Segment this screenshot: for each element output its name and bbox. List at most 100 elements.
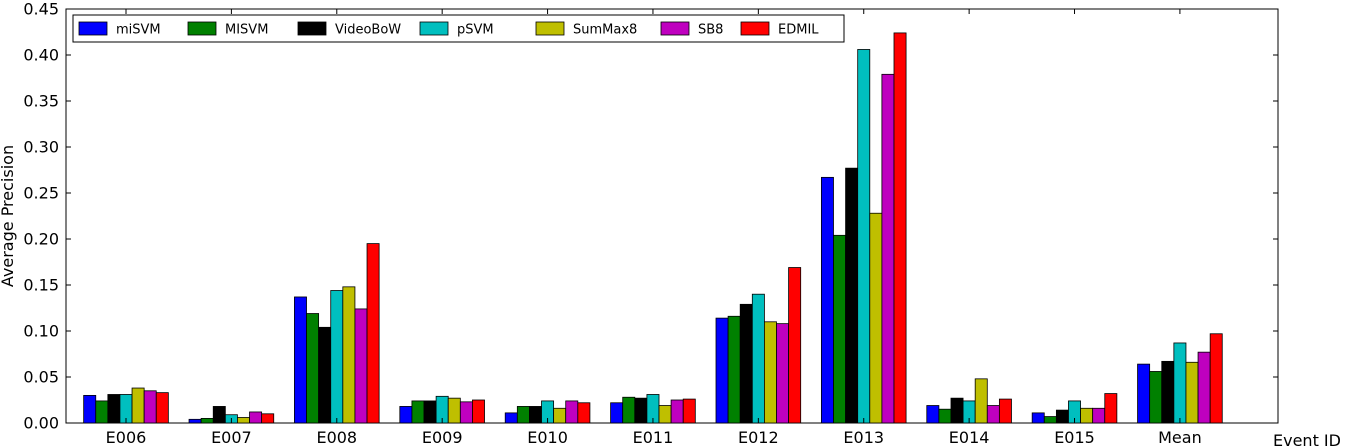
x-tick-label: E008 — [316, 428, 357, 447]
y-tick-label: 0.10 — [23, 322, 59, 341]
bar-SB8-E009 — [459, 401, 473, 424]
bar-pSVM-E013 — [857, 49, 871, 424]
bar-miSVM-E015 — [1031, 412, 1045, 424]
legend-box — [72, 14, 845, 43]
bar-VideoBoW-E008 — [318, 326, 332, 424]
bar-pSVM-Mean — [1173, 342, 1187, 424]
bar-SB8-E011 — [670, 399, 684, 424]
bar-VideoBoW-E013 — [845, 167, 859, 424]
bar-SumMax8-E013 — [869, 212, 883, 424]
bar-EDMIL-E008 — [366, 243, 380, 424]
x-tick-label: E014 — [949, 428, 990, 447]
bar-VideoBoW-E014 — [950, 397, 964, 424]
x-tick-label: E015 — [1054, 428, 1095, 447]
bar-MISVM-E006 — [95, 400, 109, 424]
bar-VideoBoW-E006 — [107, 394, 121, 424]
legend-swatch-SumMax8 — [535, 21, 565, 36]
bar-EDMIL-E012 — [788, 267, 802, 424]
bar-EDMIL-E007 — [261, 413, 275, 424]
bar-EDMIL-E011 — [682, 398, 696, 424]
bar-SB8-E014 — [986, 405, 1000, 424]
bar-EDMIL-Mean — [1209, 333, 1223, 424]
legend-swatch-MISVM — [187, 21, 217, 36]
bar-miSVM-E006 — [83, 394, 97, 424]
legend-swatch-miSVM — [78, 21, 108, 36]
bar-miSVM-E011 — [610, 402, 624, 424]
bar-MISVM-E008 — [306, 313, 320, 424]
bar-EDMIL-E009 — [472, 399, 485, 424]
bar-SB8-E013 — [881, 73, 895, 424]
bar-EDMIL-E006 — [155, 392, 169, 424]
bar-SB8-E007 — [249, 411, 263, 424]
bar-VideoBoW-E011 — [634, 397, 648, 424]
bar-MISVM-E011 — [622, 396, 636, 424]
x-tick-label: E012 — [738, 428, 779, 447]
bar-pSVM-E008 — [330, 290, 344, 424]
y-tick-label: 0.00 — [23, 414, 59, 433]
y-tick-label: 0.35 — [23, 92, 59, 111]
bar-SB8-E006 — [143, 390, 157, 424]
y-tick-label: 0.25 — [23, 184, 59, 203]
bar-VideoBoW-E012 — [739, 303, 753, 424]
bar-miSVM-E012 — [715, 317, 729, 424]
bar-pSVM-E012 — [751, 293, 765, 424]
x-tick-label: E006 — [106, 428, 147, 447]
plot-area — [65, 8, 1279, 424]
y-tick-label: 0.15 — [23, 276, 59, 295]
legend-swatch-EDMIL — [740, 21, 770, 36]
bar-SumMax8-Mean — [1185, 361, 1199, 424]
legend-label-miSVM: miSVM — [116, 23, 161, 38]
bar-MISVM-E010 — [516, 406, 530, 424]
bar-miSVM-E007 — [188, 418, 202, 424]
y-axis-label: Average Precision — [0, 145, 17, 287]
bar-miSVM-Mean — [1137, 363, 1151, 424]
bar-MISVM-E014 — [938, 408, 952, 424]
x-tick-label: E007 — [211, 428, 252, 447]
y-tick-label: 0.20 — [23, 230, 59, 249]
bar-SB8-E012 — [776, 323, 790, 424]
bar-SB8-E015 — [1092, 407, 1106, 424]
legend-label-VideoBoW: VideoBoW — [335, 23, 401, 38]
y-tick-label: 0.40 — [23, 46, 59, 65]
bar-SumMax8-E007 — [237, 417, 250, 424]
legend-label-pSVM: pSVM — [457, 23, 494, 38]
bar-miSVM-E010 — [504, 412, 518, 424]
bar-MISVM-E007 — [200, 417, 214, 424]
bar-SumMax8-E010 — [553, 407, 567, 424]
legend-label-SB8: SB8 — [698, 23, 723, 38]
legend-label-SumMax8: SumMax8 — [573, 23, 637, 38]
x-tick-label: E011 — [633, 428, 674, 447]
bar-MISVM-E013 — [833, 234, 846, 424]
x-tick-label: E013 — [843, 428, 884, 447]
y-tick-label: 0.05 — [23, 368, 59, 387]
bar-VideoBoW-E009 — [423, 400, 437, 424]
bar-VideoBoW-E007 — [212, 406, 226, 424]
y-tick-label: 0.30 — [23, 138, 59, 157]
legend-swatch-SB8 — [660, 21, 690, 36]
bar-MISVM-E009 — [411, 400, 425, 424]
x-tick-label: E010 — [527, 428, 568, 447]
bar-SumMax8-E011 — [658, 405, 672, 424]
legend-swatch-pSVM — [419, 21, 449, 36]
y-tick-label: 0.45 — [23, 0, 59, 19]
legend-label-MISVM: MISVM — [225, 23, 268, 38]
bar-MISVM-Mean — [1149, 371, 1163, 424]
bar-SumMax8-E008 — [342, 286, 356, 424]
bar-EDMIL-E015 — [1104, 393, 1118, 424]
bar-SumMax8-E014 — [974, 378, 988, 424]
bar-SB8-E010 — [565, 400, 579, 424]
bar-SB8-E008 — [354, 308, 368, 424]
bar-EDMIL-E013 — [893, 32, 907, 424]
bar-SumMax8-E006 — [131, 387, 145, 424]
x-axis: E006 E007 E008 E009 E010 E011 E012 E013 E014 E015… — [106, 9, 1202, 447]
bar-MISVM-E015 — [1043, 416, 1057, 424]
bar-EDMIL-E010 — [577, 402, 591, 424]
y-axis: 0.00 0.05 0.10 0.15 0.20 0.25 0.30 0.35 0.40 0.45 — [23, 0, 1278, 433]
bar-SumMax8-E012 — [764, 321, 777, 424]
bar-MISVM-E012 — [727, 315, 741, 424]
bar-EDMIL-E014 — [998, 398, 1012, 424]
bar-miSVM-E008 — [294, 296, 307, 424]
bar-SB8-Mean — [1197, 351, 1211, 424]
legend-label-EDMIL: EDMIL — [778, 23, 819, 38]
bar-SumMax8-E009 — [447, 397, 461, 424]
